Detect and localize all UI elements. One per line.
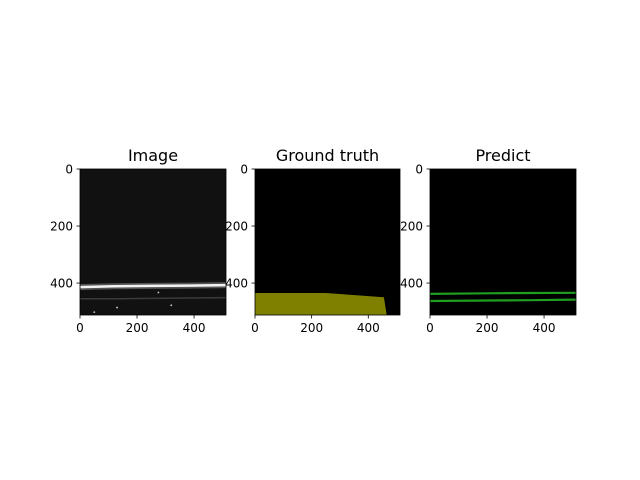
x-tick-label-200: 200 — [300, 321, 323, 335]
axes-frame — [429, 168, 577, 316]
speckle-2 — [170, 304, 173, 307]
x-tick-label-400: 400 — [183, 321, 206, 335]
x-tick-label-0: 0 — [426, 321, 434, 335]
x-tick-label-400: 400 — [533, 321, 556, 335]
image-area — [255, 169, 400, 315]
panel-title-image: Image — [128, 146, 178, 165]
x-tick-label-200: 200 — [126, 321, 149, 335]
image-background — [430, 169, 576, 315]
y-tick-label-400: 400 — [400, 277, 423, 291]
panel-predict: 0 200 400 0 200 400 Predict — [400, 146, 577, 335]
x-tick-label-200: 200 — [476, 321, 499, 335]
bright-band-line — [80, 283, 226, 289]
panel-title-predict: Predict — [475, 146, 530, 165]
speckle-1 — [93, 311, 96, 314]
speckle-0 — [157, 291, 160, 294]
y-tick-label-0: 0 — [65, 163, 73, 177]
ground-truth-mask — [255, 293, 387, 315]
y-tick-label-0: 0 — [240, 163, 248, 177]
speckle-3 — [116, 306, 118, 309]
x-tick-label-0: 0 — [76, 321, 84, 335]
y-tick-label-200: 200 — [400, 220, 423, 234]
panel-title-ground-truth: Ground truth — [276, 146, 379, 165]
x-tick-label-0: 0 — [251, 321, 259, 335]
predicted-line-1 — [430, 291, 576, 295]
y-tick-label-400: 400 — [50, 277, 73, 291]
predicted-line-2 — [430, 298, 576, 303]
image-background — [255, 169, 400, 315]
x-tick-label-400: 400 — [357, 321, 380, 335]
y-tick-label-400: 400 — [225, 277, 248, 291]
axes-frame — [254, 168, 401, 316]
image-area — [430, 169, 576, 315]
y-tick-label-0: 0 — [415, 163, 423, 177]
dim-band-line — [80, 296, 226, 300]
axes-frame — [79, 168, 227, 316]
y-tick-label-200: 200 — [50, 220, 73, 234]
panel-image: 0 200 400 0 200 400 Image — [50, 146, 227, 335]
image-area — [80, 169, 226, 315]
image-background — [80, 169, 226, 315]
y-tick-label-200: 200 — [225, 220, 248, 234]
panel-ground-truth: 0 200 400 0 200 400 Ground truth — [225, 146, 401, 335]
